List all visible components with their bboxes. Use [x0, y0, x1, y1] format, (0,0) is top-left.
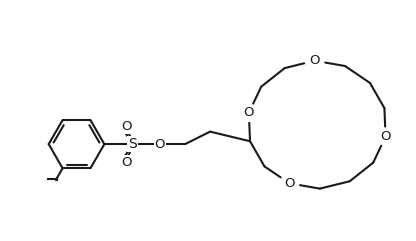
- Text: O: O: [310, 54, 320, 67]
- Text: O: O: [284, 177, 295, 190]
- Text: O: O: [244, 106, 254, 119]
- Text: O: O: [380, 130, 391, 143]
- Text: O: O: [121, 156, 132, 169]
- Text: O: O: [155, 138, 165, 151]
- Text: S: S: [128, 137, 136, 151]
- Text: O: O: [121, 120, 132, 133]
